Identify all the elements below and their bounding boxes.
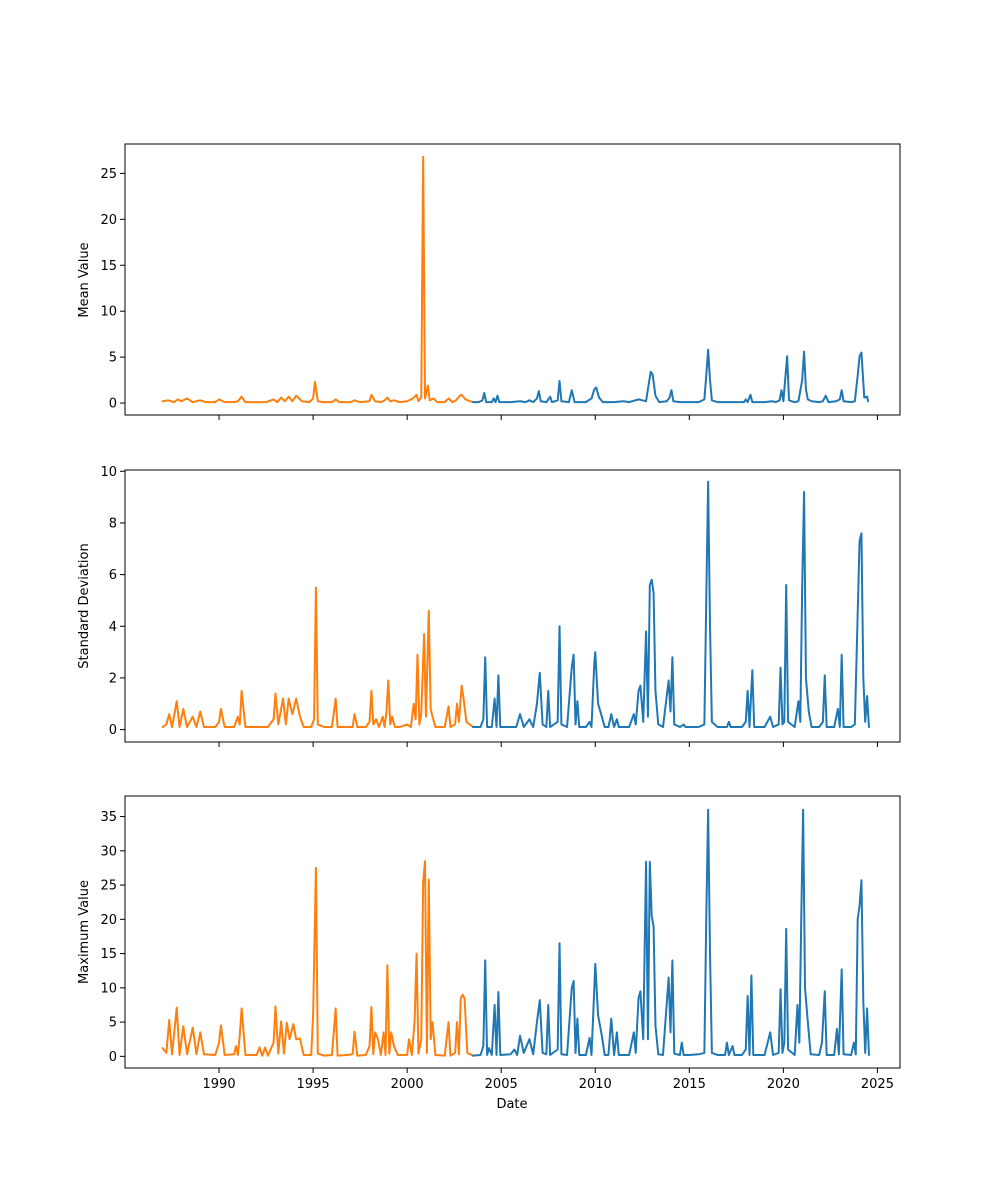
standard-deviation-y-tick-label: 10: [100, 465, 117, 480]
mean-value-series: [161, 155, 870, 404]
mean-value-axes-frame: [124, 143, 901, 416]
mean-value-y-tick-label: 0: [109, 397, 117, 412]
maximum-value-y-ticks: 0 5 10 15 20 25 30 35: [100, 810, 125, 1065]
maximum-value-series-line-early: [161, 860, 474, 1057]
standard-deviation-y-ticks: 0 2 4 6 8 10: [100, 465, 125, 738]
mean-value-y-tick-label: 25: [100, 167, 117, 182]
standard-deviation-y-tick-label: 2: [109, 671, 117, 686]
maximum-value-y-tick-label: 10: [100, 981, 117, 996]
x-tick-label: 2010: [579, 1077, 612, 1092]
maximum-value-y-tick-label: 5: [109, 1016, 117, 1031]
mean-value-y-tick-label: 15: [100, 259, 117, 274]
mean-value-y-tick-label: 10: [100, 305, 117, 320]
maximum-value-y-tick-label: 0: [109, 1050, 117, 1065]
mean-value-y-tick-label: 5: [109, 351, 117, 366]
mean-value-panel: 0 5 10 15 20 25 Mean Value: [77, 143, 901, 420]
mean-value-x-ticks: [218, 415, 878, 420]
standard-deviation-axes-frame: [124, 469, 901, 743]
maximum-value-y-tick-label: 15: [100, 947, 117, 962]
standard-deviation-series: [161, 480, 870, 729]
standard-deviation-panel: 0 2 4 6 8 10 Standard Deviation: [77, 465, 901, 747]
standard-deviation-y-tick-label: 0: [109, 723, 117, 738]
maximum-value-series-line-late: [472, 808, 870, 1057]
standard-deviation-y-tick-label: 6: [109, 568, 117, 583]
maximum-value-y-tick-label: 20: [100, 913, 117, 928]
x-tick-label: 2005: [485, 1077, 518, 1092]
maximum-value-y-axis-label: Maximum Value: [77, 880, 92, 984]
x-tick-label: 2000: [391, 1077, 424, 1092]
maximum-value-y-tick-label: 30: [100, 844, 117, 859]
mean-value-y-tick-label: 20: [100, 213, 117, 228]
x-axis-label: Date: [496, 1097, 527, 1112]
maximum-value-y-tick-label: 25: [100, 879, 117, 894]
maximum-value-series: [161, 808, 870, 1057]
standard-deviation-series-line-early: [161, 586, 474, 729]
mean-value-series-line-early: [161, 155, 474, 404]
maximum-value-x-ticks: 1990 1995 2000 2005 2010 2015 2020 2025: [203, 1068, 894, 1092]
x-tick-label: 2025: [861, 1077, 894, 1092]
mean-value-y-axis-label: Mean Value: [77, 242, 92, 317]
mean-value-series-line-late: [472, 348, 870, 404]
standard-deviation-series-line-late: [472, 480, 870, 729]
standard-deviation-x-ticks: [218, 742, 878, 747]
mean-value-y-ticks: 0 5 10 15 20 25: [100, 167, 125, 412]
x-tick-label: 1990: [203, 1077, 236, 1092]
standard-deviation-y-axis-label: Standard Deviation: [77, 543, 92, 668]
maximum-value-y-tick-label: 35: [100, 810, 117, 825]
standard-deviation-y-tick-label: 4: [109, 620, 117, 635]
x-tick-label: 2020: [767, 1077, 800, 1092]
maximum-value-axes-frame: [124, 795, 901, 1069]
standard-deviation-y-tick-label: 8: [109, 516, 117, 531]
x-tick-label: 2015: [673, 1077, 706, 1092]
x-tick-label: 1995: [297, 1077, 330, 1092]
